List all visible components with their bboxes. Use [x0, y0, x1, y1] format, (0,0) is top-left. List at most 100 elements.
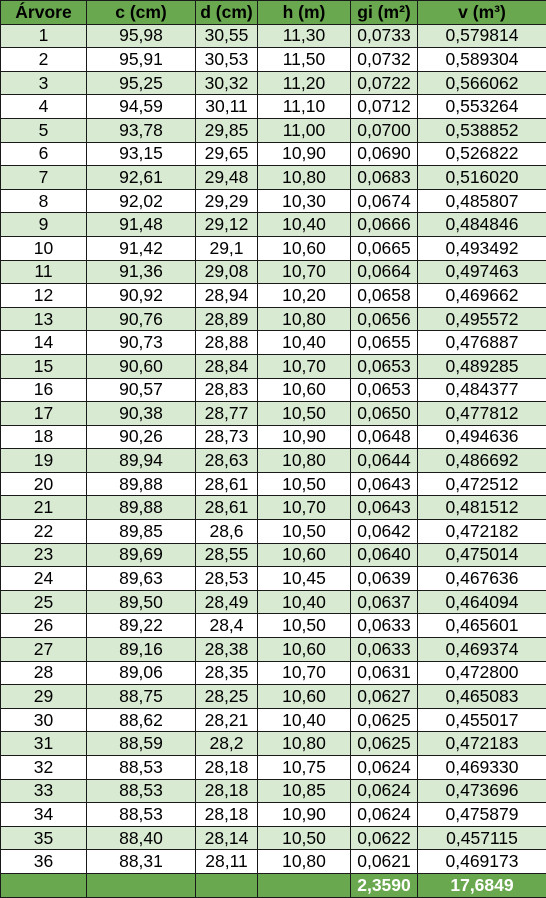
cell-height: 10,80 — [258, 166, 351, 190]
cell-basal-area: 0,0650 — [351, 402, 418, 426]
cell-diameter: 29,65 — [196, 142, 258, 166]
cell-height: 11,10 — [258, 95, 351, 119]
cell-volume: 0,473696 — [418, 779, 546, 803]
cell-volume: 0,495572 — [418, 307, 546, 331]
cell-arvore: 14 — [1, 331, 87, 355]
cell-circumference: 92,02 — [87, 189, 196, 213]
cell-basal-area: 0,0666 — [351, 213, 418, 237]
cell-arvore: 4 — [1, 95, 87, 119]
cell-diameter: 29,1 — [196, 236, 258, 260]
cell-diameter: 28,89 — [196, 307, 258, 331]
cell-diameter: 28,11 — [196, 850, 258, 874]
cell-diameter: 28,83 — [196, 378, 258, 402]
cell-circumference: 88,31 — [87, 850, 196, 874]
cell-diameter: 28,25 — [196, 685, 258, 709]
cell-height: 10,90 — [258, 803, 351, 827]
cell-arvore: 6 — [1, 142, 87, 166]
cell-basal-area: 0,0648 — [351, 425, 418, 449]
cell-basal-area: 0,0643 — [351, 472, 418, 496]
cell-diameter: 28,88 — [196, 331, 258, 355]
cell-diameter: 28,61 — [196, 472, 258, 496]
column-header-basal-area: gi (m²) — [351, 1, 418, 25]
column-header-height: h (m) — [258, 1, 351, 25]
cell-diameter: 29,12 — [196, 213, 258, 237]
cell-circumference: 88,40 — [87, 826, 196, 850]
cell-volume: 0,457115 — [418, 826, 546, 850]
cell-height: 10,60 — [258, 685, 351, 709]
cell-basal-area: 0,0621 — [351, 850, 418, 874]
cell-basal-area: 0,0655 — [351, 331, 418, 355]
cell-arvore: 26 — [1, 614, 87, 638]
cell-height: 10,80 — [258, 850, 351, 874]
header-row: Árvore c (cm) d (cm) h (m) gi (m²) v (m³… — [1, 1, 546, 25]
cell-basal-area: 0,0624 — [351, 756, 418, 780]
cell-volume: 0,494636 — [418, 425, 546, 449]
cell-volume: 0,475014 — [418, 543, 546, 567]
cell-circumference: 93,78 — [87, 118, 196, 142]
cell-arvore: 2 — [1, 48, 87, 72]
cell-basal-area: 0,0624 — [351, 803, 418, 827]
cell-circumference: 95,25 — [87, 71, 196, 95]
cell-height: 10,50 — [258, 402, 351, 426]
cell-height: 10,45 — [258, 567, 351, 591]
cell-basal-area: 0,0642 — [351, 520, 418, 544]
cell-volume: 0,566062 — [418, 71, 546, 95]
cell-volume: 0,472182 — [418, 520, 546, 544]
cell-arvore: 27 — [1, 638, 87, 662]
cell-circumference: 89,88 — [87, 472, 196, 496]
cell-diameter: 28,77 — [196, 402, 258, 426]
cell-height: 10,80 — [258, 307, 351, 331]
cell-circumference: 90,57 — [87, 378, 196, 402]
cell-volume: 0,455017 — [418, 708, 546, 732]
cell-basal-area: 0,0733 — [351, 24, 418, 48]
cell-arvore: 29 — [1, 685, 87, 709]
cell-circumference: 89,69 — [87, 543, 196, 567]
cell-volume: 0,472512 — [418, 472, 546, 496]
cell-volume: 0,489285 — [418, 354, 546, 378]
cell-basal-area: 0,0722 — [351, 71, 418, 95]
totals-cell-height — [258, 873, 351, 897]
cell-volume: 0,485807 — [418, 189, 546, 213]
cell-arvore: 1 — [1, 24, 87, 48]
cell-diameter: 28,18 — [196, 803, 258, 827]
cell-basal-area: 0,0631 — [351, 661, 418, 685]
totals-row: 2,3590 17,6849 — [1, 873, 546, 897]
cell-arvore: 9 — [1, 213, 87, 237]
cell-arvore: 32 — [1, 756, 87, 780]
cell-arvore: 13 — [1, 307, 87, 331]
cell-height: 10,70 — [258, 661, 351, 685]
cell-arvore: 5 — [1, 118, 87, 142]
cell-basal-area: 0,0643 — [351, 496, 418, 520]
column-header-circumference: c (cm) — [87, 1, 196, 25]
cell-circumference: 88,62 — [87, 708, 196, 732]
column-header-volume: v (m³) — [418, 1, 546, 25]
cell-volume: 0,469173 — [418, 850, 546, 874]
cell-volume: 0,484846 — [418, 213, 546, 237]
column-header-diameter: d (cm) — [196, 1, 258, 25]
cell-circumference: 90,76 — [87, 307, 196, 331]
cell-basal-area: 0,0656 — [351, 307, 418, 331]
cell-diameter: 28,35 — [196, 661, 258, 685]
cell-height: 10,40 — [258, 331, 351, 355]
cell-circumference: 89,50 — [87, 590, 196, 614]
cell-height: 10,20 — [258, 284, 351, 308]
cell-volume: 0,481512 — [418, 496, 546, 520]
cell-arvore: 28 — [1, 661, 87, 685]
cell-height: 10,85 — [258, 779, 351, 803]
cell-volume: 0,526822 — [418, 142, 546, 166]
cell-diameter: 30,55 — [196, 24, 258, 48]
cell-volume: 0,472800 — [418, 661, 546, 685]
